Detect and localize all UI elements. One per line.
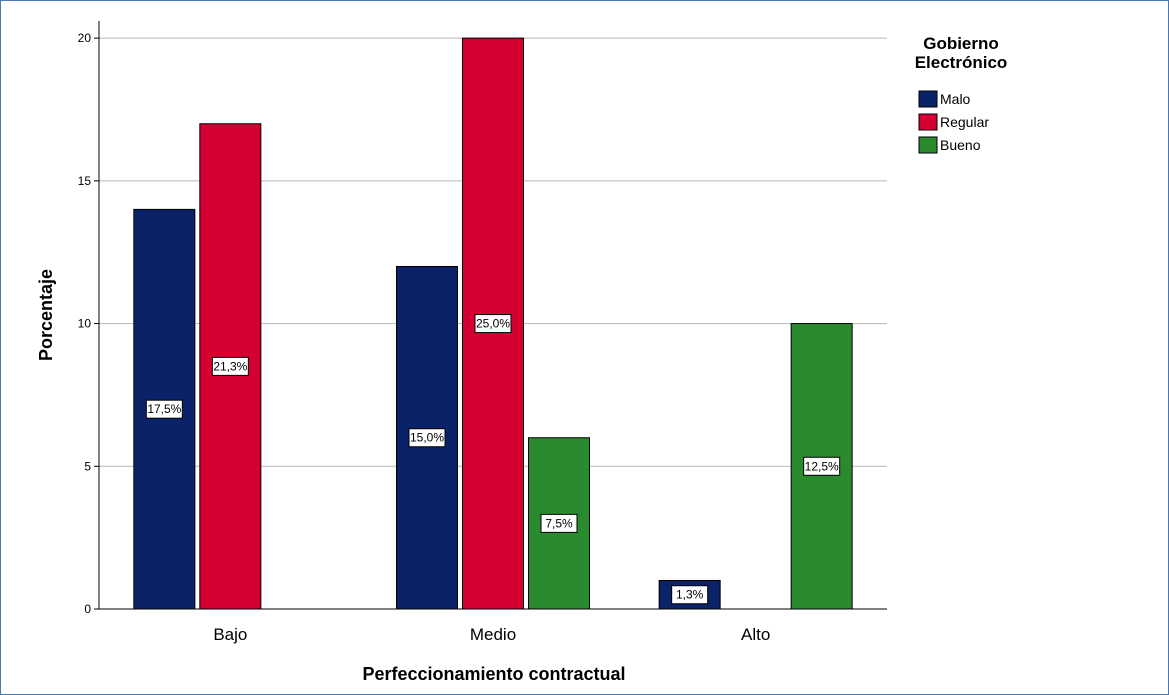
y-tick-label: 20 (78, 31, 92, 45)
data-label-box (211, 356, 249, 376)
x-tick-label: Medio (470, 625, 516, 644)
data-label-text: 25,0% (476, 317, 510, 331)
data-label: 1,3% (671, 585, 709, 605)
legend-swatch-bueno (918, 136, 938, 154)
x-axis-title: Perfeccionamiento contractual (362, 664, 625, 684)
legend-title: Gobierno (923, 34, 999, 53)
data-label-text: 15,0% (410, 431, 444, 445)
data-label-text: 17,5% (147, 402, 181, 416)
y-tick-label: 15 (78, 174, 92, 188)
data-label-text: 1,3% (676, 588, 704, 602)
bars (133, 37, 853, 610)
data-label: 7,5% (540, 513, 578, 533)
data-label: 25,0% (474, 314, 512, 334)
data-label: 12,5% (803, 456, 841, 476)
data-label-box (474, 314, 512, 334)
data-label-text: 7,5% (545, 516, 573, 530)
bar-malo-bajo[interactable] (133, 208, 196, 610)
data-label: 21,3% (211, 356, 249, 376)
legend-label-malo: Malo (940, 91, 971, 107)
y-axis-title: Porcentaje (36, 269, 56, 361)
data-label-box (408, 428, 446, 448)
data-label-box (540, 513, 578, 533)
data-label-text: 21,3% (213, 359, 247, 373)
legend-label-bueno: Bueno (940, 137, 981, 153)
data-label-box (145, 399, 183, 419)
legend-label-regular: Regular (940, 114, 989, 130)
x-tick-label: Bajo (213, 625, 247, 644)
data-label: 17,5% (145, 399, 183, 419)
data-label-box (803, 456, 841, 476)
legend-swatch-regular (918, 113, 938, 131)
data-label: 15,0% (408, 428, 446, 448)
data-label-box (671, 585, 709, 605)
legend-title: Electrónico (915, 53, 1008, 72)
x-tick-label: Alto (741, 625, 770, 644)
y-tick-label: 0 (84, 602, 91, 616)
y-tick-label: 5 (84, 459, 91, 473)
y-tick-label: 10 (78, 317, 92, 331)
data-label-text: 12,5% (805, 459, 839, 473)
legend-swatch-malo (918, 90, 938, 108)
